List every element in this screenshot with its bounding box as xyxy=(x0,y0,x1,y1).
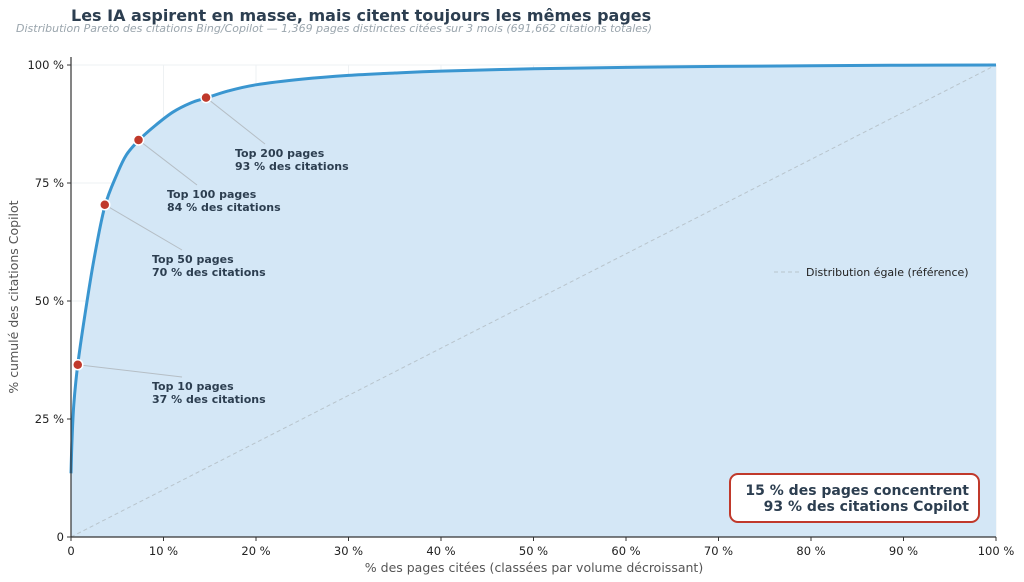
annotation-leader xyxy=(138,139,198,186)
y-axis-ticks: 0 25 % 50 % 75 % 100 % xyxy=(27,58,71,544)
annotation-label-line-1: Top 200 pages xyxy=(235,147,325,160)
annotation-label-line-2: 37 % des citations xyxy=(152,393,266,406)
callout-line-1: 15 % des pages concentrent xyxy=(745,483,969,499)
y-tick-label: 0 xyxy=(57,530,64,544)
x-tick-label: 100 % xyxy=(978,544,1015,558)
x-tick-label: 50 % xyxy=(519,544,548,558)
x-tick-label: 90 % xyxy=(889,544,918,558)
annotation-leader xyxy=(104,204,183,251)
chart-subtitle: Distribution Pareto des citations Bing/C… xyxy=(16,22,653,35)
legend-label: Distribution égale (référence) xyxy=(806,266,969,279)
x-tick-label: 70 % xyxy=(704,544,733,558)
annotation-label-line-1: Top 50 pages xyxy=(152,253,234,266)
annotation-leader xyxy=(205,97,266,145)
y-tick-label: 25 % xyxy=(35,412,64,426)
annotation-label-line-1: Top 100 pages xyxy=(167,188,257,201)
x-axis-label: % des pages citées (classées par volume … xyxy=(365,560,703,575)
y-tick-label: 100 % xyxy=(27,58,64,72)
annotation-label-line-2: 84 % des citations xyxy=(167,201,281,214)
x-tick-label: 20 % xyxy=(241,544,270,558)
x-tick-label: 30 % xyxy=(334,544,363,558)
x-tick-label: 60 % xyxy=(611,544,640,558)
annotation-label-line-2: 93 % des citations xyxy=(235,160,349,173)
summary-callout: 15 % des pages concentrent 93 % des cita… xyxy=(729,473,980,523)
annotation-label-line-2: 70 % des citations xyxy=(152,266,266,279)
annotation-label-line-1: Top 10 pages xyxy=(152,380,234,393)
annotation-marker xyxy=(132,134,145,146)
x-tick-label: 40 % xyxy=(426,544,455,558)
annotation-leader xyxy=(77,364,183,378)
chart-title: Les IA aspirent en masse, mais citent to… xyxy=(71,6,652,25)
x-axis-ticks: 0 10 % 20 % 30 % 40 % 50 % 60 % 70 % 80 % 90 % 100… xyxy=(67,537,1014,558)
x-tick-label: 80 % xyxy=(796,544,825,558)
callout-line-2: 93 % des citations Copilot xyxy=(764,499,970,515)
y-tick-label: 75 % xyxy=(35,176,64,190)
x-tick-label: 10 % xyxy=(149,544,178,558)
y-axis-label: % cumulé des citations Copilot xyxy=(6,200,21,393)
x-tick-label: 0 xyxy=(67,544,74,558)
reference-line xyxy=(70,64,997,538)
legend: Distribution égale (référence) xyxy=(774,266,969,279)
callout-box xyxy=(729,473,980,523)
annotation-marker xyxy=(72,358,84,371)
annotation-marker xyxy=(99,198,111,211)
annotation-marker xyxy=(200,91,212,104)
y-tick-label: 50 % xyxy=(35,294,64,308)
